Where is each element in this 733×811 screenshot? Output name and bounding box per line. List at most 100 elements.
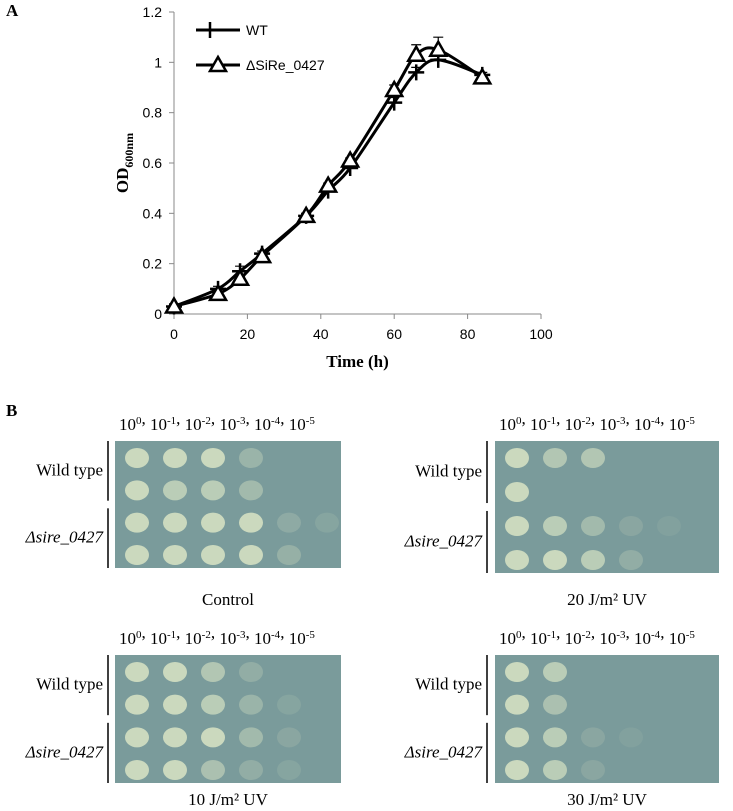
colony-spot xyxy=(125,545,149,565)
row-label: Wild type xyxy=(36,460,103,479)
x-tick-label: 20 xyxy=(240,326,256,342)
plate xyxy=(495,441,719,573)
colony-spot xyxy=(619,516,643,536)
colony-spot xyxy=(277,512,301,533)
y-tick-label: 0.8 xyxy=(143,105,163,121)
dilution-exponent: -3 xyxy=(616,629,626,641)
plate-caption: 30 J/m² UV xyxy=(567,790,647,809)
colony-spot xyxy=(239,512,263,533)
dilution-separator: , xyxy=(246,409,255,428)
dilution-base: 10 xyxy=(119,415,136,434)
colony-spot xyxy=(201,760,225,780)
dilution-base: 10 xyxy=(530,629,547,648)
colony-spot xyxy=(277,727,301,748)
dilution-separator: , xyxy=(556,409,565,428)
dilution-separator: , xyxy=(142,409,151,428)
plate-caption: 10 J/m² UV xyxy=(188,790,268,809)
dilution-exponent: -5 xyxy=(306,629,316,641)
x-tick-label: 100 xyxy=(529,326,553,342)
legend-label: WT xyxy=(246,22,268,38)
dilution-separator: , xyxy=(626,409,635,428)
y-axis-label: OD600nm xyxy=(113,133,136,193)
colony-spot xyxy=(277,694,301,715)
legend-marker xyxy=(207,54,229,73)
x-tick-label: 0 xyxy=(170,326,178,342)
colony-spot xyxy=(125,760,149,780)
colony-spot xyxy=(505,662,529,682)
dilution-exponent: 0 xyxy=(136,415,142,427)
marker-triangle xyxy=(384,79,405,98)
colony-spot xyxy=(543,727,567,748)
row-label: Δsire_0427 xyxy=(25,742,105,761)
dilution-exponent: -4 xyxy=(651,415,661,427)
x-tick-label: 60 xyxy=(386,326,402,342)
colony-spot xyxy=(505,727,529,748)
dilution-separator: , xyxy=(660,623,669,642)
row-label: Δsire_0427 xyxy=(404,532,484,551)
colony-spot xyxy=(543,694,567,715)
dilution-base: 10 xyxy=(530,415,547,434)
marker-triangle xyxy=(229,268,251,287)
colony-spot xyxy=(543,516,567,536)
plate xyxy=(115,655,341,783)
dilution-base: 10 xyxy=(289,415,306,434)
y-axis-label-sub: 600nm xyxy=(122,133,136,168)
dilution-base: 10 xyxy=(499,629,516,648)
plate-shade xyxy=(495,441,719,573)
dilution-separator: , xyxy=(522,409,531,428)
colony-spot xyxy=(505,550,529,570)
dilution-separator: , xyxy=(591,623,600,642)
dilution-base: 10 xyxy=(219,629,236,648)
colony-spot xyxy=(163,662,187,682)
colony-spot xyxy=(277,545,301,565)
dilution-base: 10 xyxy=(185,415,202,434)
dilution-exponent: -1 xyxy=(547,415,556,427)
dilution-base: 10 xyxy=(599,629,616,648)
dilution-base: 10 xyxy=(669,629,686,648)
colony-spot xyxy=(277,760,301,780)
colony-spot xyxy=(163,545,187,565)
colony-spot xyxy=(201,727,225,748)
row-label: Wild type xyxy=(36,675,103,694)
x-tick-label: 80 xyxy=(460,326,476,342)
marker-triangle xyxy=(428,39,449,57)
colony-spot xyxy=(239,448,263,468)
colony-spot xyxy=(239,545,263,565)
dilution-base: 10 xyxy=(150,629,167,648)
x-tick-label: 40 xyxy=(313,326,329,342)
y-tick-label: 0.2 xyxy=(143,256,163,272)
dilution-separator: , xyxy=(280,623,289,642)
colony-spot xyxy=(201,480,225,501)
marker-triangle xyxy=(340,149,361,168)
dilution-separator: , xyxy=(280,409,289,428)
legend-label: ΔSiRe_0427 xyxy=(246,57,325,73)
dilution-exponent: -2 xyxy=(582,629,591,641)
dilution-separator: , xyxy=(246,623,255,642)
dilution-exponent: 0 xyxy=(136,629,142,641)
dilution-separator: , xyxy=(522,623,531,642)
colony-spot xyxy=(125,727,149,748)
colony-spot xyxy=(239,480,263,501)
dilution-exponent: -5 xyxy=(686,629,696,641)
dilution-separator: , xyxy=(591,409,600,428)
dilution-exponent: -4 xyxy=(271,415,281,427)
marker-triangle xyxy=(163,295,185,314)
plate-shade xyxy=(115,441,341,568)
dilution-separator: , xyxy=(556,623,565,642)
dilution-separator: , xyxy=(211,409,220,428)
dilution-base: 10 xyxy=(499,415,516,434)
colony-spot xyxy=(201,448,225,468)
dilution-header: 100, 10-1, 10-2, 10-3, 10-4, 10-5 xyxy=(499,409,695,434)
colony-spot xyxy=(125,662,149,682)
dilution-exponent: -2 xyxy=(202,629,211,641)
colony-spot xyxy=(581,760,605,780)
plate xyxy=(115,441,341,568)
plate-caption: Control xyxy=(202,590,254,609)
dilution-exponent: -3 xyxy=(236,629,246,641)
colony-spot xyxy=(581,448,605,468)
marker-triangle xyxy=(295,205,317,224)
dilution-base: 10 xyxy=(669,415,686,434)
plate xyxy=(495,655,719,783)
dilution-separator: , xyxy=(626,623,635,642)
